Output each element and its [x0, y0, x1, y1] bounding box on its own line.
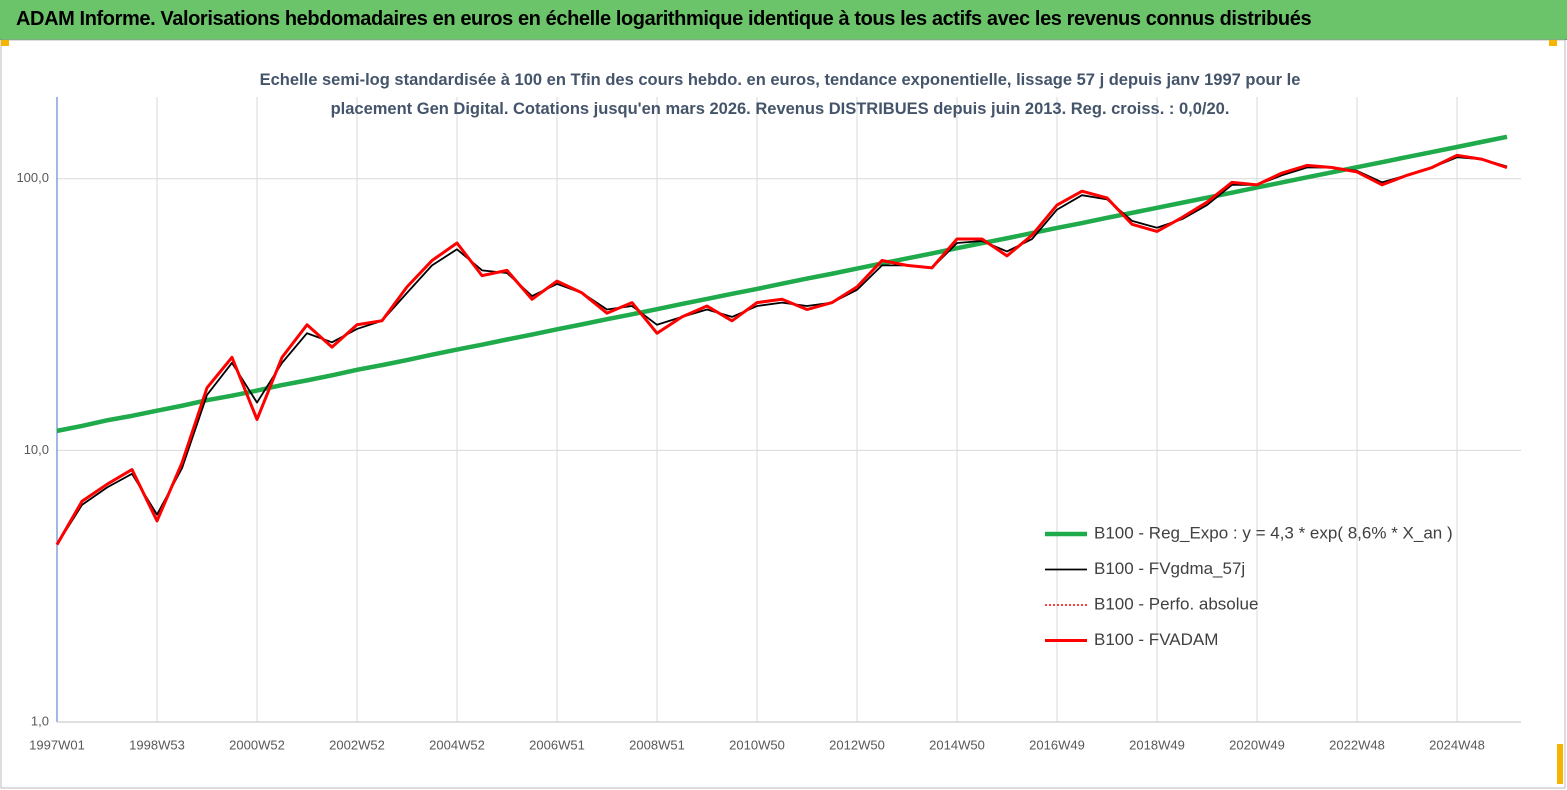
- x-tick-label: 2006W51: [529, 737, 585, 752]
- corner: [1549, 40, 1557, 46]
- chart-title: Echelle semi-log standardisée à 100 en T…: [259, 71, 1301, 118]
- x-tick-label: 2014W50: [929, 737, 985, 752]
- x-tick-label: 2018W49: [1129, 737, 1185, 752]
- corner: [1557, 744, 1563, 784]
- corner: [1, 40, 9, 46]
- x-tick-label: 2020W49: [1229, 737, 1285, 752]
- series-line: [56, 156, 1508, 546]
- x-tick-label: 2024W48: [1429, 737, 1485, 752]
- x-tick-label: 2008W51: [629, 737, 685, 752]
- x-tick-label: 1997W01: [29, 737, 85, 752]
- x-tick-label: 2022W48: [1329, 737, 1385, 752]
- series-line: [56, 134, 1508, 434]
- series-line: [56, 154, 1508, 545]
- x-tick-label: 2000W52: [229, 737, 285, 752]
- series-line: [55, 153, 1508, 546]
- frame: [0, 39, 1566, 789]
- x-tick-label: 2002W52: [329, 737, 385, 752]
- x-tick-label: 2012W50: [829, 737, 885, 752]
- chart-header: ADAM Informe. Valorisations hebdomadaire…: [0, 0, 1567, 40]
- y-tick-label: 1,0: [31, 713, 49, 728]
- legend-label: B100 - Reg_Expo : y = 4,3 * exp( 8,6% * …: [1094, 523, 1453, 542]
- legend-label: B100 - Perfo. absolue: [1094, 594, 1258, 613]
- x-tick-label: 1998W53: [129, 737, 185, 752]
- legend-label: B100 - FVADAM: [1094, 630, 1218, 649]
- legend-label: B100 - FVgdma_57j: [1094, 559, 1245, 578]
- x-tick-label: 2016W49: [1029, 737, 1085, 752]
- x-tick-label: 2004W52: [429, 737, 485, 752]
- y-tick-label: 100,0: [16, 170, 49, 185]
- x-tick-label: 2010W50: [729, 737, 785, 752]
- y-tick-label: 10,0: [24, 442, 49, 457]
